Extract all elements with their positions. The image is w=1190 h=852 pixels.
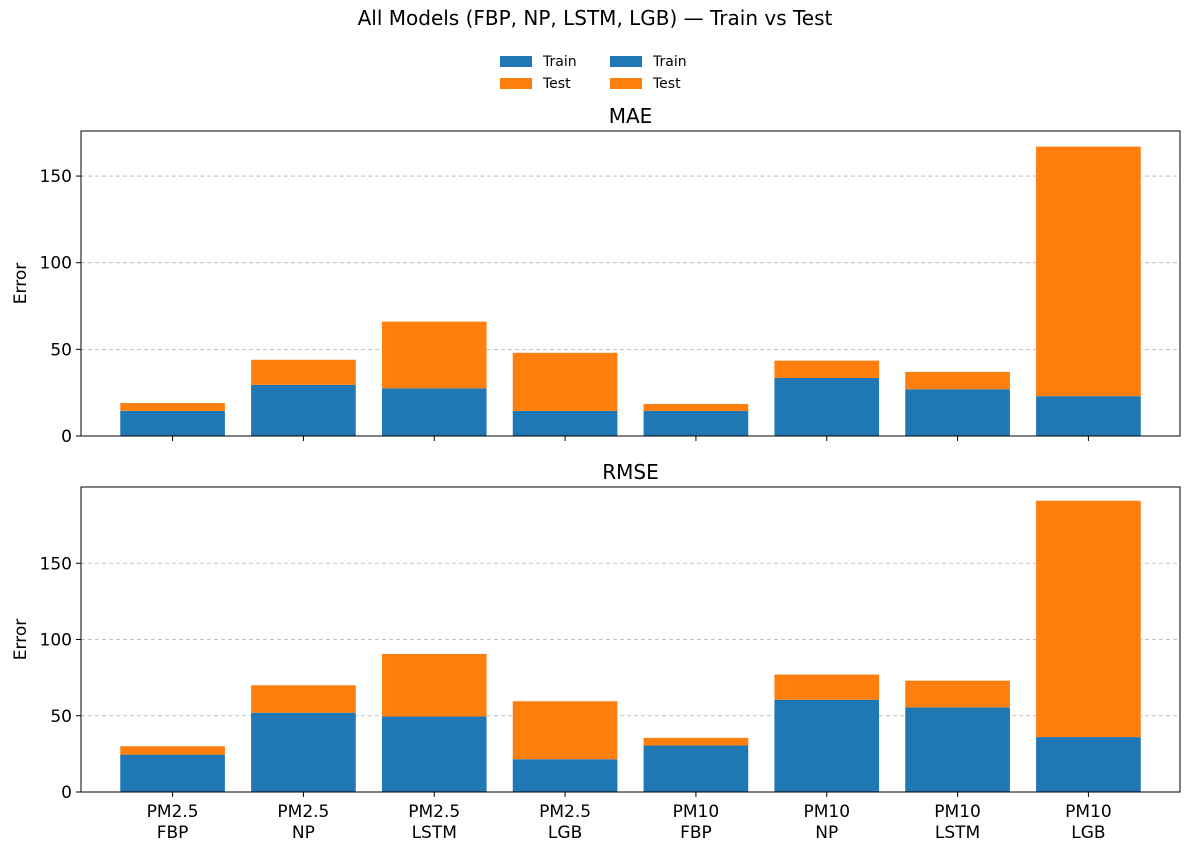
y-axis-label: Error xyxy=(11,619,31,660)
y-tick-label: 150 xyxy=(40,167,72,187)
x-tick-label: PM2.5 NP xyxy=(277,802,329,843)
bar-train-pm10-np xyxy=(774,377,880,436)
x-tick-label: PM10 LGB xyxy=(1065,802,1112,843)
bar-test-pm10-np xyxy=(774,360,880,378)
panel-rmse: 0 50 100 150 PM2.5 FBP PM2.5 NP PM2.5 LSTM PM2.5 LG… xyxy=(11,460,1181,843)
bar-test-pm10-lstm xyxy=(905,680,1010,708)
x-tick-label: PM2.5 LGB xyxy=(539,802,591,843)
bar-test-pm25-lstm xyxy=(381,653,487,717)
bar-test-pm25-np xyxy=(251,685,356,713)
bar-train-pm10-lstm xyxy=(905,389,1010,436)
panel-title: RMSE xyxy=(602,460,658,484)
bar-train-pm25-lgb xyxy=(512,410,618,436)
panel-title: MAE xyxy=(609,104,653,128)
bar-train-pm25-np xyxy=(251,384,356,436)
axes-frame xyxy=(80,130,1181,437)
bar-train-pm25-fbp xyxy=(120,410,225,436)
bar-test-pm25-fbp xyxy=(120,746,225,755)
bar-test-pm10-lgb xyxy=(1036,146,1141,397)
bar-train-pm10-fbp xyxy=(643,410,749,436)
bar-train-pm10-lgb xyxy=(1036,396,1141,436)
bar-test-pm25-fbp xyxy=(120,403,225,411)
bar-train-pm10-np xyxy=(774,699,880,792)
bar-test-pm10-lgb xyxy=(1036,500,1141,738)
legend-swatch-train xyxy=(500,56,532,67)
y-tick-label: 0 xyxy=(61,427,72,447)
x-tick-label: PM2.5 FBP xyxy=(147,802,199,843)
bar-train-pm25-fbp xyxy=(120,754,225,792)
panel-mae: 0 50 100 150 Error MAE xyxy=(11,104,1181,447)
legend-swatch-test xyxy=(610,78,642,89)
x-tick-label: PM2.5 LSTM xyxy=(408,802,460,843)
bar-test-pm25-lgb xyxy=(512,701,618,760)
y-tick-label: 150 xyxy=(40,554,72,574)
bar-test-pm25-lstm xyxy=(381,321,487,389)
legend: Train Test Train Test xyxy=(500,54,687,92)
y-axis-label: Error xyxy=(11,263,31,304)
legend-label: Train xyxy=(542,54,577,70)
x-tick-label: PM10 LSTM xyxy=(934,802,981,843)
x-tick-label: PM10 NP xyxy=(803,802,850,843)
y-tick-label: 50 xyxy=(50,707,72,727)
x-tick-label: PM10 FBP xyxy=(673,802,720,843)
bar-train-pm25-lstm xyxy=(381,388,487,436)
y-tick-label: 50 xyxy=(50,340,72,360)
bar-test-pm10-fbp xyxy=(643,737,749,746)
bar-test-pm10-fbp xyxy=(643,403,749,411)
legend-label: Test xyxy=(652,76,681,92)
bar-test-pm10-np xyxy=(774,674,880,700)
bar-train-pm10-lgb xyxy=(1036,737,1141,792)
legend-swatch-test xyxy=(500,78,532,89)
bar-train-pm10-fbp xyxy=(643,745,749,792)
y-tick-label: 0 xyxy=(61,783,72,803)
y-tick-label: 100 xyxy=(40,631,72,651)
bar-train-pm25-np xyxy=(251,712,356,792)
bar-train-pm10-lstm xyxy=(905,707,1010,792)
legend-label: Train xyxy=(652,54,687,70)
legend-swatch-train xyxy=(610,56,642,67)
bar-test-pm10-lstm xyxy=(905,371,1010,390)
bar-train-pm25-lstm xyxy=(381,716,487,792)
bar-test-pm25-np xyxy=(251,359,356,385)
y-tick-label: 100 xyxy=(40,254,72,274)
bar-train-pm25-lgb xyxy=(512,759,618,792)
bar-test-pm25-lgb xyxy=(512,352,618,411)
chart-title: All Models (FBP, NP, LSTM, LGB) — Train … xyxy=(358,6,833,30)
legend-label: Test xyxy=(542,76,571,92)
